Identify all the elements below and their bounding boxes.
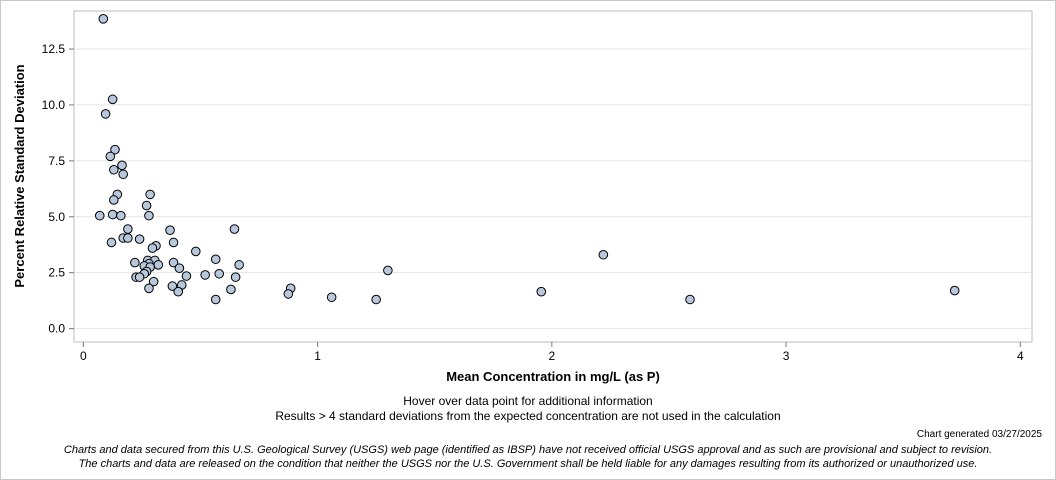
x-tick-label: 3 xyxy=(783,349,790,363)
data-point[interactable] xyxy=(536,286,547,297)
x-tick-label: 2 xyxy=(548,349,555,363)
data-point[interactable] xyxy=(200,270,210,280)
y-tick-label: 7.5 xyxy=(48,154,65,168)
data-point[interactable] xyxy=(214,268,225,279)
y-tick-label: 0.0 xyxy=(48,322,65,336)
data-point[interactable] xyxy=(210,254,221,265)
data-point[interactable] xyxy=(123,233,133,243)
data-point[interactable] xyxy=(144,210,154,221)
x-tick-label: 4 xyxy=(1017,349,1024,363)
y-axis-title: Percent Relative Standard Deviation xyxy=(12,64,27,287)
data-point[interactable] xyxy=(147,243,158,253)
data-point[interactable] xyxy=(167,281,178,291)
grid-lines xyxy=(74,48,1032,330)
data-point[interactable] xyxy=(326,292,337,303)
disclaimer-line-2: The charts and data are released on the … xyxy=(78,458,978,470)
data-point[interactable] xyxy=(168,237,179,248)
data-point[interactable] xyxy=(123,224,133,234)
data-point[interactable] xyxy=(130,257,140,268)
data-point[interactable] xyxy=(116,210,126,221)
scatter-chart: 0.0 2.5 5.0 7.5 10.0 12.5 0 1 2 3 4 Mean Concentr… xyxy=(12,10,1033,384)
generated-date: Chart generated 03/27/2025 xyxy=(916,429,1042,440)
y-tick-label: 12.5 xyxy=(42,42,66,56)
data-point[interactable] xyxy=(234,260,244,270)
x-axis-title: Mean Concentration in mg/L (as P) xyxy=(446,369,660,384)
plot-area xyxy=(73,10,1033,343)
data-point[interactable] xyxy=(145,189,155,200)
data-point[interactable] xyxy=(230,272,241,282)
data-point[interactable] xyxy=(226,284,236,295)
data-point[interactable] xyxy=(181,271,192,281)
data-point[interactable] xyxy=(100,109,111,119)
data-point[interactable] xyxy=(165,225,175,235)
data-point[interactable] xyxy=(110,144,120,155)
results-note: Results > 4 standard deviations from the… xyxy=(275,409,781,423)
data-point[interactable] xyxy=(94,210,105,221)
data-point[interactable] xyxy=(134,272,145,282)
data-point[interactable] xyxy=(371,294,381,305)
x-tick-label: 1 xyxy=(314,349,321,363)
data-point[interactable] xyxy=(109,195,119,205)
y-tick-label: 5.0 xyxy=(48,210,65,224)
data-point[interactable] xyxy=(153,260,164,270)
data-point[interactable] xyxy=(144,283,154,294)
data-point[interactable] xyxy=(210,294,221,305)
data-point[interactable] xyxy=(173,286,184,297)
data-point[interactable] xyxy=(141,200,152,211)
data-point[interactable] xyxy=(190,246,201,257)
data-point[interactable] xyxy=(117,160,127,171)
data-point[interactable] xyxy=(118,169,128,180)
data-point[interactable] xyxy=(283,289,294,299)
data-point[interactable] xyxy=(106,237,117,248)
y-tick-label: 10.0 xyxy=(42,98,66,112)
x-tick-label: 0 xyxy=(80,349,87,363)
data-point[interactable] xyxy=(109,164,119,175)
y-tick-label: 2.5 xyxy=(48,266,65,280)
data-point[interactable] xyxy=(949,285,960,296)
data-point[interactable] xyxy=(174,263,185,273)
x-axis: 0 1 2 3 4 xyxy=(80,342,1024,363)
data-point[interactable] xyxy=(134,234,145,244)
y-axis: 0.0 2.5 5.0 7.5 10.0 12.5 xyxy=(42,42,74,336)
data-point[interactable] xyxy=(229,224,240,234)
disclaimer-line-1: Charts and data secured from this U.S. G… xyxy=(63,444,993,456)
data-point[interactable] xyxy=(685,294,695,305)
data-point[interactable] xyxy=(383,265,393,276)
data-point[interactable] xyxy=(107,209,118,220)
data-point[interactable] xyxy=(598,249,609,260)
data-point[interactable] xyxy=(107,94,118,105)
data-point[interactable] xyxy=(98,14,109,24)
hover-note: Hover over data point for additional inf… xyxy=(403,394,653,408)
data-point[interactable] xyxy=(105,151,116,162)
data-point[interactable] xyxy=(168,257,179,268)
data-point[interactable] xyxy=(148,276,159,287)
data-points xyxy=(94,14,960,305)
